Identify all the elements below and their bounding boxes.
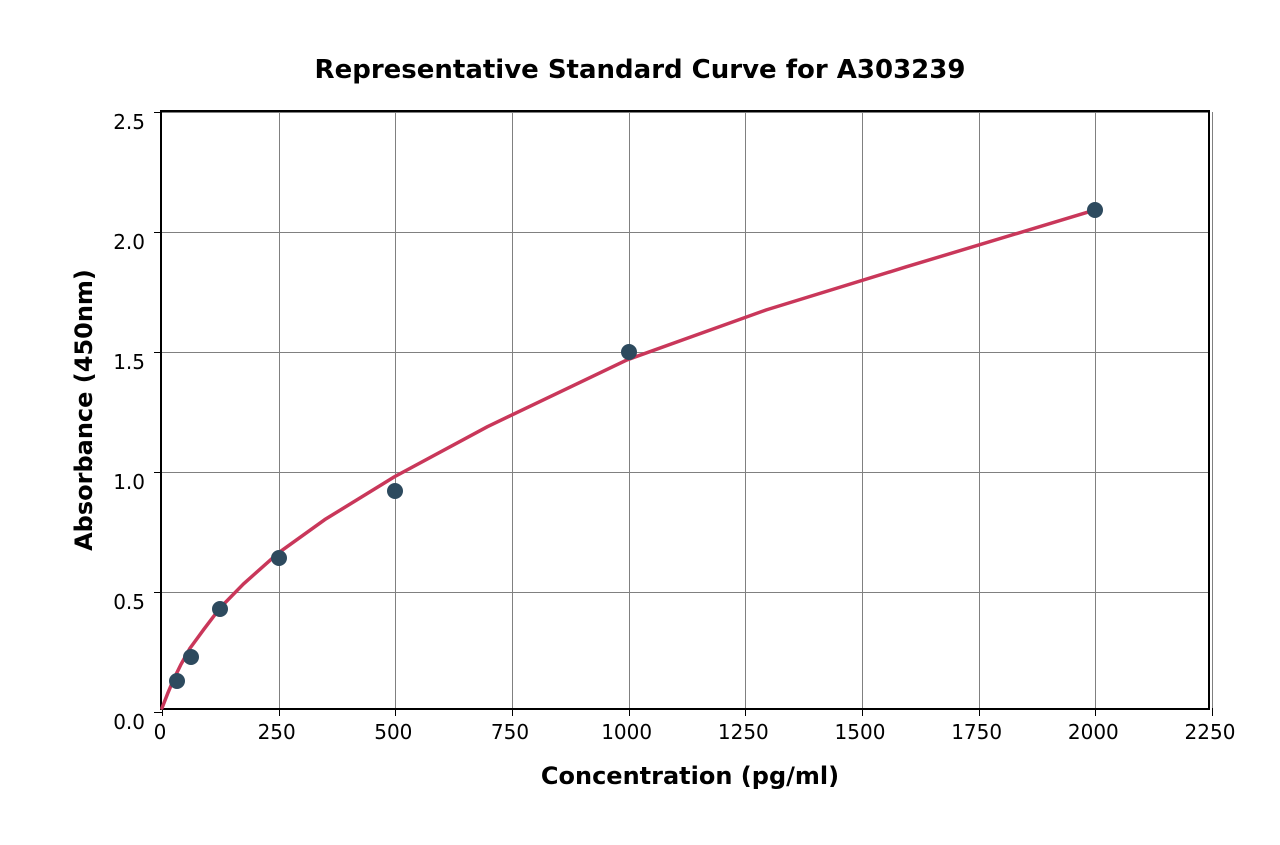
x-tick-label: 0 bbox=[154, 720, 167, 744]
x-tick-label: 2000 bbox=[1068, 720, 1119, 744]
y-tick bbox=[154, 352, 162, 353]
fit-curve bbox=[162, 211, 1092, 708]
x-tick bbox=[1095, 708, 1096, 716]
x-tick bbox=[395, 708, 396, 716]
y-tick bbox=[154, 592, 162, 593]
x-tick bbox=[979, 708, 980, 716]
y-tick bbox=[154, 712, 162, 713]
data-point bbox=[621, 344, 637, 360]
data-point bbox=[271, 550, 287, 566]
x-tick bbox=[279, 708, 280, 716]
x-tick-label: 1750 bbox=[951, 720, 1002, 744]
y-tick bbox=[154, 472, 162, 473]
chart-container: Representative Standard Curve for A30323… bbox=[0, 0, 1280, 845]
x-tick-label: 1250 bbox=[718, 720, 769, 744]
x-tick bbox=[629, 708, 630, 716]
x-tick-label: 1000 bbox=[601, 720, 652, 744]
data-point bbox=[1087, 202, 1103, 218]
x-tick bbox=[745, 708, 746, 716]
data-point bbox=[387, 483, 403, 499]
x-tick-label: 500 bbox=[374, 720, 412, 744]
x-tick-label: 750 bbox=[491, 720, 529, 744]
gridline-vertical bbox=[1212, 112, 1213, 708]
y-tick bbox=[154, 232, 162, 233]
chart-title: Representative Standard Curve for A30323… bbox=[0, 55, 1280, 85]
x-tick bbox=[862, 708, 863, 716]
x-tick-label: 1500 bbox=[835, 720, 886, 744]
data-point bbox=[183, 649, 199, 665]
curve-svg bbox=[162, 112, 1208, 708]
x-tick-label: 2250 bbox=[1185, 720, 1236, 744]
data-point bbox=[169, 673, 185, 689]
x-tick-label: 250 bbox=[258, 720, 296, 744]
y-axis-label: Absorbance (450nm) bbox=[70, 110, 98, 710]
plot-area bbox=[160, 110, 1210, 710]
y-tick bbox=[154, 112, 162, 113]
x-tick bbox=[512, 708, 513, 716]
data-point bbox=[212, 601, 228, 617]
x-axis-label: Concentration (pg/ml) bbox=[0, 762, 1280, 790]
x-tick bbox=[1212, 708, 1213, 716]
